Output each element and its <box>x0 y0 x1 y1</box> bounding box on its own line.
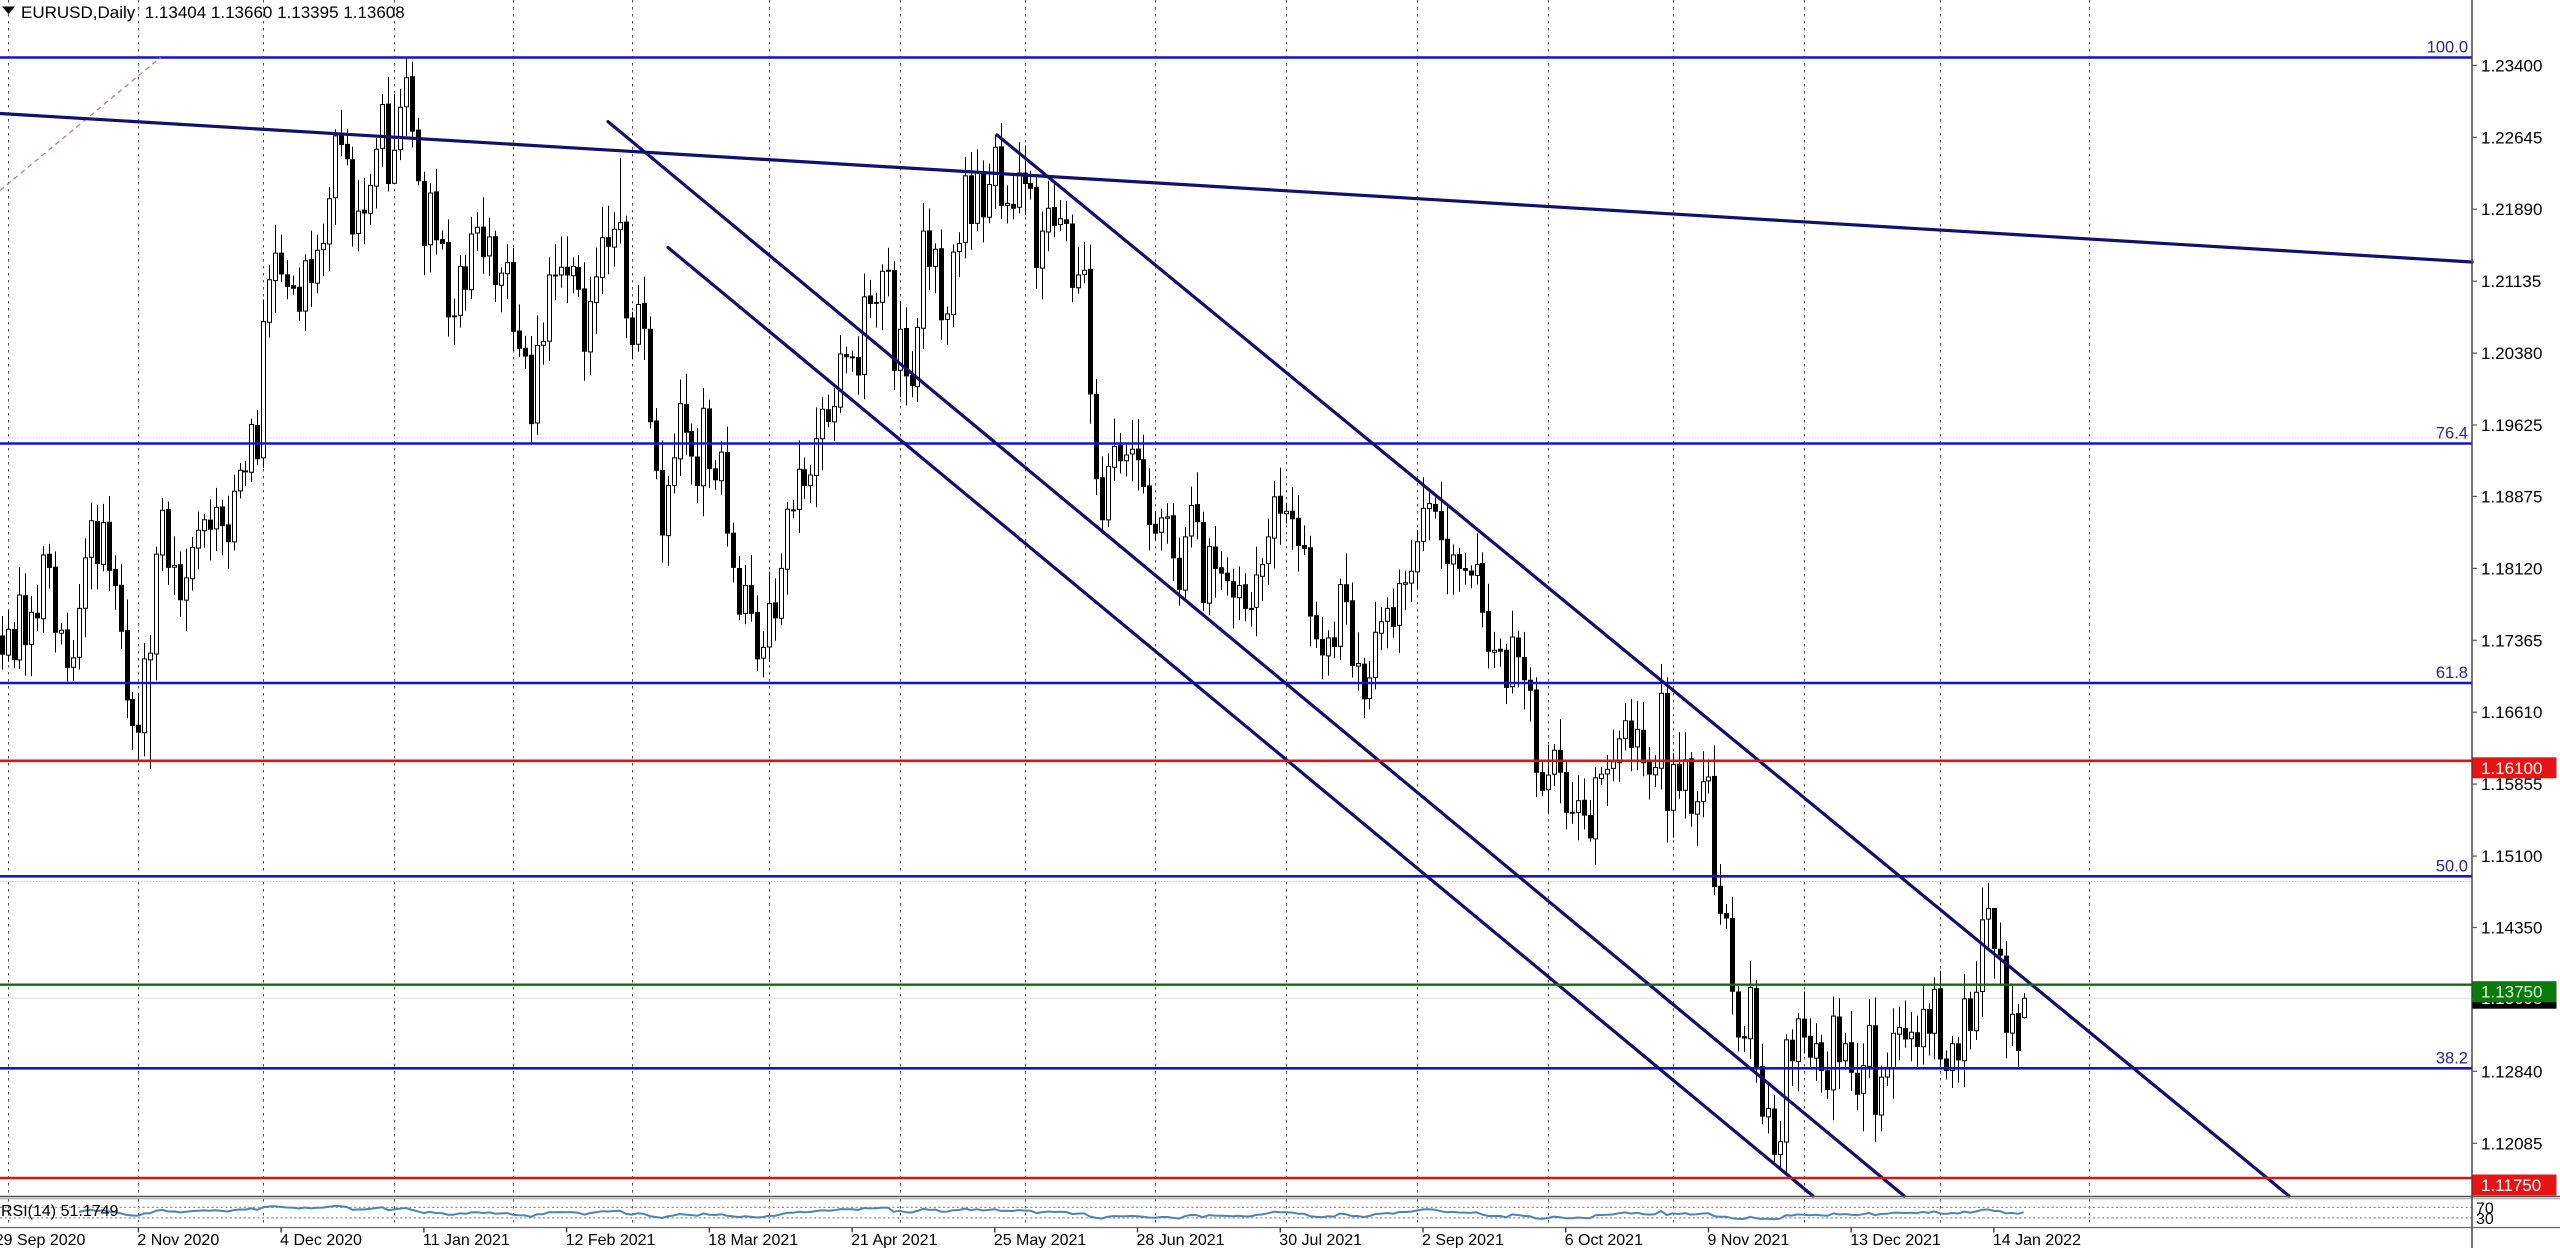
svg-text:50.0: 50.0 <box>2436 857 2468 875</box>
svg-text:13 Dec 2021: 13 Dec 2021 <box>1850 1232 1941 1248</box>
svg-text:1.15855: 1.15855 <box>2481 775 2542 794</box>
svg-text:1.21135: 1.21135 <box>2481 272 2541 291</box>
svg-text:6 Oct 2021: 6 Oct 2021 <box>1565 1232 1643 1248</box>
svg-text:2 Sep 2021: 2 Sep 2021 <box>1422 1232 1504 1248</box>
svg-text:2 Nov 2020: 2 Nov 2020 <box>137 1232 219 1248</box>
svg-text:25 May 2021: 25 May 2021 <box>994 1232 1087 1248</box>
svg-text:28 Jun 2021: 28 Jun 2021 <box>1137 1232 1225 1248</box>
svg-text:38.2: 38.2 <box>2436 1049 2468 1067</box>
svg-text:9 Nov 2021: 9 Nov 2021 <box>1708 1232 1790 1248</box>
svg-text:30: 30 <box>2476 1211 2494 1228</box>
svg-text:30 Jul 2021: 30 Jul 2021 <box>1279 1232 1362 1248</box>
svg-text:RSI(14) 51.1749: RSI(14) 51.1749 <box>1 1203 119 1220</box>
svg-text:1.19625: 1.19625 <box>2481 416 2542 435</box>
svg-text:11 Jan 2021: 11 Jan 2021 <box>423 1232 510 1248</box>
svg-text:1.23400: 1.23400 <box>2481 56 2542 75</box>
svg-text:1.18120: 1.18120 <box>2481 559 2542 578</box>
svg-text:1.12085: 1.12085 <box>2481 1134 2542 1153</box>
svg-text:76.4: 76.4 <box>2436 425 2468 443</box>
svg-text:18 Mar 2021: 18 Mar 2021 <box>708 1232 798 1248</box>
svg-text:1.21890: 1.21890 <box>2481 200 2542 219</box>
svg-text:EURUSD,Daily 1.13404 1.13660: EURUSD,Daily 1.13404 1.13660 1.13395 1.1… <box>21 3 405 22</box>
svg-text:1.13750: 1.13750 <box>2481 983 2542 1002</box>
svg-text:1.15100: 1.15100 <box>2481 847 2542 866</box>
svg-text:21 Apr 2021: 21 Apr 2021 <box>851 1232 937 1248</box>
svg-text:1.22645: 1.22645 <box>2481 128 2542 147</box>
svg-text:1.17365: 1.17365 <box>2481 631 2542 650</box>
svg-text:1.20380: 1.20380 <box>2481 344 2542 363</box>
svg-text:100.0: 100.0 <box>2427 39 2468 57</box>
svg-text:4 Dec 2020: 4 Dec 2020 <box>280 1232 362 1248</box>
svg-text:1.16610: 1.16610 <box>2481 703 2542 722</box>
svg-text:1.11750: 1.11750 <box>2481 1176 2541 1195</box>
svg-text:14 Jan 2022: 14 Jan 2022 <box>1993 1232 2081 1248</box>
svg-text:61.8: 61.8 <box>2436 664 2468 682</box>
svg-text:12 Feb 2021: 12 Feb 2021 <box>566 1232 656 1248</box>
svg-text:70: 70 <box>2476 1200 2494 1217</box>
svg-text:29 Sep 2020: 29 Sep 2020 <box>0 1232 86 1248</box>
svg-text:1.14350: 1.14350 <box>2481 919 2542 938</box>
svg-text:1.18875: 1.18875 <box>2481 487 2542 506</box>
svg-text:1.12840: 1.12840 <box>2481 1062 2542 1081</box>
svg-text:1.16100: 1.16100 <box>2481 759 2542 778</box>
